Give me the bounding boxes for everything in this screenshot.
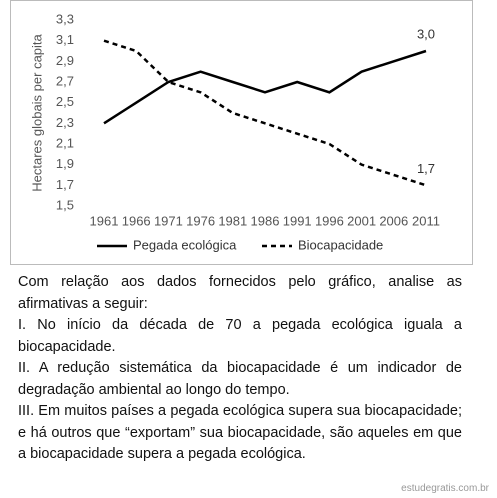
x-tick-label: 1981 xyxy=(218,213,247,228)
y-tick-label: 3,1 xyxy=(56,32,74,47)
paragraph: I. No início da década de 70 a pegada ec… xyxy=(18,317,462,355)
y-tick-label: 2,5 xyxy=(56,94,74,109)
series-line xyxy=(103,39,427,187)
x-tick-label: 2006 xyxy=(379,213,408,228)
y-tick-label: 2,7 xyxy=(56,73,74,88)
data-label: 1,7 xyxy=(417,161,435,176)
paragraph: III. Em muitos países a pegada ecológica… xyxy=(18,403,462,462)
chart-frame xyxy=(10,0,473,265)
y-tick-label: 2,9 xyxy=(56,53,74,68)
paragraph: Com relação aos dados fornecidos pelo gr… xyxy=(18,274,462,312)
y-tick-label: 1,9 xyxy=(56,156,74,171)
y-tick-label: 1,7 xyxy=(56,177,74,192)
y-tick-label: 2,3 xyxy=(56,115,74,130)
series-line xyxy=(103,49,427,125)
watermark: estudegratis.com.br xyxy=(401,483,489,494)
x-tick-label: 2011 xyxy=(412,213,440,228)
x-tick-label: 1991 xyxy=(283,213,312,228)
x-tick-label: 1996 xyxy=(315,213,344,228)
x-tick-label: 1971 xyxy=(154,213,183,228)
x-tick-label: 1986 xyxy=(251,213,280,228)
y-tick-label: 2,1 xyxy=(56,135,74,150)
x-tick-label: 1966 xyxy=(122,213,151,228)
y-tick-label: 3,3 xyxy=(56,11,74,26)
document: Com relação aos dados fornecidos pelo gr… xyxy=(18,272,462,466)
x-tick-label: 1976 xyxy=(186,213,215,228)
x-tick-label: 2001 xyxy=(347,213,376,228)
x-tick-label: 1961 xyxy=(90,213,119,228)
y-tick-label: 1,5 xyxy=(56,197,74,212)
data-label: 3,0 xyxy=(417,26,435,41)
y-axis-title: Hectares globais per capita xyxy=(29,33,44,191)
legend-label: Biocapacidade xyxy=(298,237,383,252)
legend-label: Pegada ecológica xyxy=(133,237,237,252)
paragraph: II. A redução sistemática da biocapacida… xyxy=(18,360,462,398)
chart: Hectares globais per capita 1,5 1,7 1,9 2,1… xyxy=(10,0,473,265)
